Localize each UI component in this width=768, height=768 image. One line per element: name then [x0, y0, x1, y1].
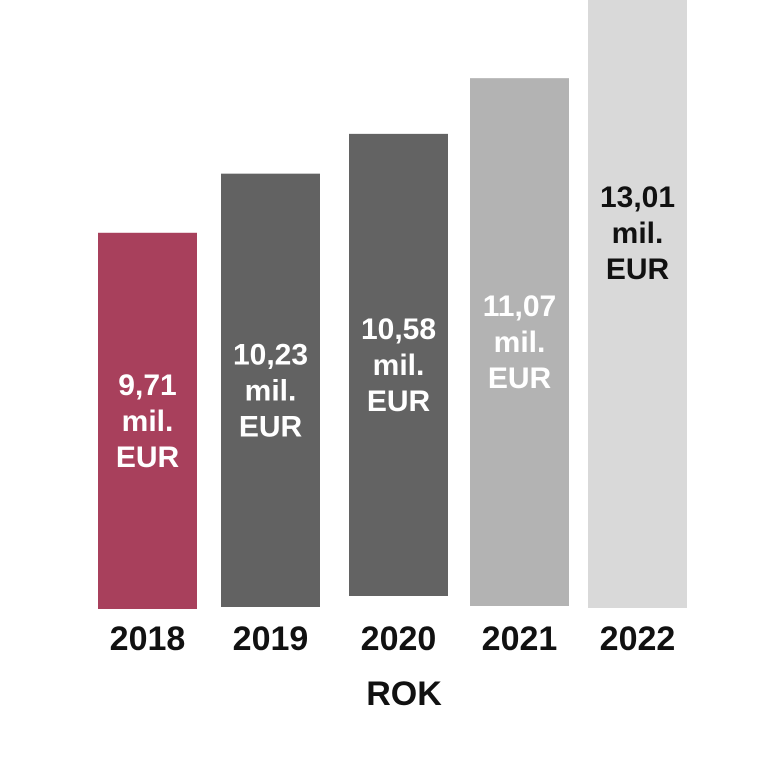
data-label-line: EUR — [239, 410, 303, 443]
data-label-2019: 10,23 mil. EUR — [233, 338, 308, 443]
data-label-line: EUR — [367, 385, 431, 418]
data-label-line: 10,23 — [233, 338, 308, 371]
bars-group — [98, 0, 687, 610]
bar-2021 — [470, 78, 569, 606]
data-label-line: EUR — [116, 441, 180, 474]
data-label-line: EUR — [488, 362, 552, 395]
data-label-2020: 10,58 mil. EUR — [361, 313, 436, 418]
data-label-line: mil. — [122, 405, 174, 438]
data-label-line: 13,01 — [600, 181, 675, 214]
bar-2022 — [588, 0, 687, 608]
data-label-line: 9,71 — [118, 369, 176, 402]
data-label-line: 10,58 — [361, 313, 436, 346]
data-label-line: 11,07 — [483, 290, 556, 323]
x-tick-label-2022: 2022 — [600, 620, 676, 658]
data-label-line: mil. — [612, 217, 664, 250]
bar-2020 — [349, 133, 448, 596]
data-label-line: mil. — [494, 326, 546, 359]
data-label-line: mil. — [373, 349, 425, 382]
x-tick-label-2019: 2019 — [233, 620, 309, 658]
data-label-2018: 9,71 mil. EUR — [116, 369, 180, 474]
x-tick-label-2021: 2021 — [482, 620, 558, 658]
bar-2018 — [98, 232, 197, 610]
data-label-line: mil. — [245, 374, 297, 407]
data-label-2022: 13,01 mil. EUR — [600, 181, 675, 286]
x-tick-label-2018: 2018 — [110, 620, 186, 658]
x-tick-label-2020: 2020 — [361, 620, 437, 658]
data-label-line: EUR — [606, 253, 670, 286]
data-label-2021: 11,07 mil. EUR — [483, 290, 556, 395]
bar-2019 — [221, 173, 320, 607]
x-tick-labels-group: 2018 2019 2020 2021 2022 — [110, 620, 676, 658]
x-axis-title: ROK — [366, 675, 442, 713]
